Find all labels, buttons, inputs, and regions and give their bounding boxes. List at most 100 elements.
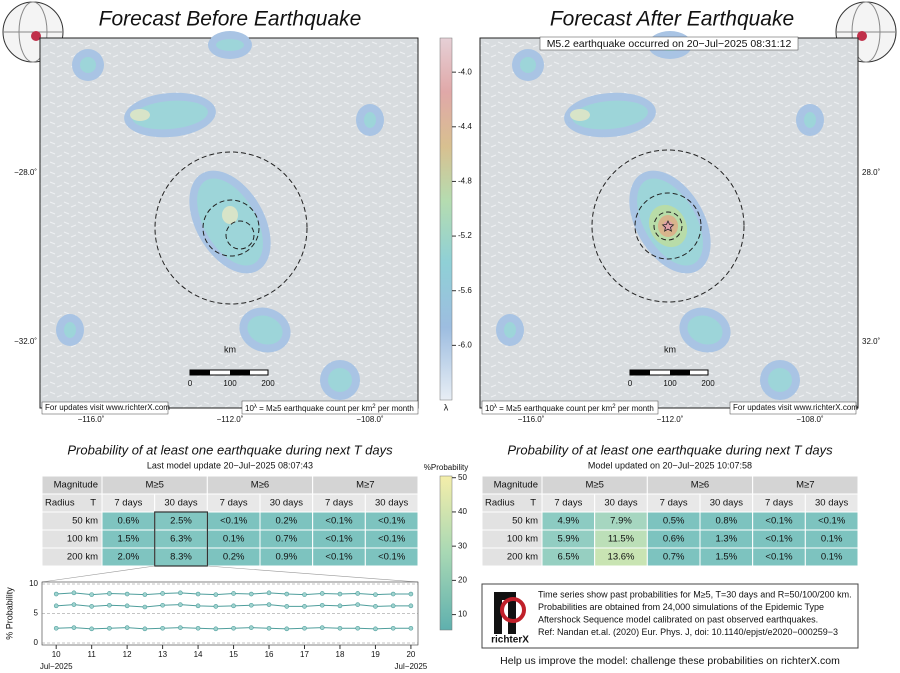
series-point [160,625,165,631]
scale-tick: 0 [628,379,633,388]
series-point [107,625,112,631]
longitude-label: −116.0˚ [518,415,545,424]
table-value: 0.1% [821,552,843,563]
series-point [231,625,236,631]
series-point [266,602,272,607]
row-label: 100 km [507,534,538,545]
series-point [355,602,360,607]
colorbar-tick-label: 50 [458,473,467,482]
table-value: 8.3% [170,552,192,563]
logo-text: richterX [491,635,529,646]
forecast-area [804,112,816,128]
table-value: 1.5% [118,534,140,545]
table-value: 0.1% [821,534,843,545]
row-label: 50 km [512,516,538,527]
forecast-area [768,368,792,392]
series-point [231,603,236,609]
legend-note-part: per month [616,404,654,413]
zoom-line [207,565,419,583]
info-line: Aftershock Sequence model calibrated on … [538,614,818,624]
series-point [284,591,290,597]
x-tick-label: 14 [194,650,203,659]
probability-colorbar [439,475,453,631]
legend-note-part: 10 [245,404,254,413]
series-point [319,591,325,596]
right-table: Magnitude M≥5 M≥6 M≥7 Radius T 7 days 30 days 7 … [481,475,859,567]
left-title: Forecast Before Earthquake [99,8,362,31]
table-value: 13.6% [608,552,635,563]
series-point [284,626,290,632]
series-point [408,591,414,597]
left-table: Magnitude M≥5 M≥6 M≥7 Radius T 7 days 30 days 7 … [41,475,419,567]
series-point [178,625,183,630]
table-subheader: 7 days [220,498,248,509]
table-subheader: 30 days [375,498,409,509]
series-point [319,625,325,630]
table-value: <0.1% [220,516,248,527]
x-tick-label: 20 [406,650,415,659]
table-header: Magnitude [494,480,538,491]
series-point [107,602,112,608]
longitude-label: −108.0˚ [796,415,824,424]
series-point [213,626,219,632]
forecast-area [572,100,648,130]
series-point [373,626,378,632]
latitude-label: −32.0˚ [14,337,37,346]
series-point [408,625,414,631]
series-point [195,625,201,631]
series-point [178,590,183,596]
scale-tick: 0 [188,379,193,388]
table-subheader: 30 days [270,498,304,509]
distance-circle [634,192,702,260]
left-table-title: Probability of at least one earthquake d… [67,442,393,457]
series-point [53,603,59,609]
series-point [142,626,148,632]
series-point [337,603,343,609]
forecast-area [132,100,208,130]
colorbar-tick-label: 20 [458,575,467,584]
forecast-area [504,322,516,338]
note-box [41,401,169,415]
table-value: 6.5% [558,552,580,563]
series-point [284,604,290,609]
latitude-label: −28.0˚ [14,168,37,177]
series-point [266,625,272,631]
table-subheader: Radius [45,498,75,509]
table-header: Magnitude [54,480,98,491]
footer: Help us improve the model: challenge the… [500,655,840,667]
table-value: <0.1% [765,534,793,545]
probability-colorbar-title: %Probability [424,463,468,472]
table-value: <0.1% [325,534,353,545]
table-subheader: T [90,498,96,509]
table-value: 0.6% [663,534,685,545]
legend-note: 10λ = M≥5 earthquake count per km2 per m… [245,404,414,414]
series-point [355,591,360,596]
series-point [195,591,201,597]
series-point [53,591,59,597]
table-value: <0.1% [378,516,406,527]
info-line: Probabilities are obtained from 24,000 s… [538,602,824,612]
x-tick-label: 16 [265,650,274,659]
table-value: 2.0% [118,552,140,563]
series-point [337,591,343,597]
series-point [89,604,94,609]
forecast-area [216,39,244,51]
legend-note-part: 10 [485,404,494,413]
scale-bar [190,370,210,375]
legend-note-part: λ [494,404,497,410]
series-point [124,591,130,597]
table-subheader: T [530,498,536,509]
x-tick-label: 13 [158,650,167,659]
table-value: <0.1% [765,516,793,527]
latitude-label: 32.0˚ [862,337,881,346]
y-tick-label: 0 [34,638,39,647]
right-map: 28.0˚ 32.0˚ −116.0˚ −112.0˚ −108.0˚ km 0 100 200… [479,31,881,424]
lambda-symbol: λ [444,402,449,412]
table-value: 0.9% [276,552,298,563]
row-label: 50 km [72,516,98,527]
table-value: <0.1% [378,552,406,563]
note-box [241,400,419,415]
series-point [373,592,378,597]
forecast-area [130,109,150,121]
